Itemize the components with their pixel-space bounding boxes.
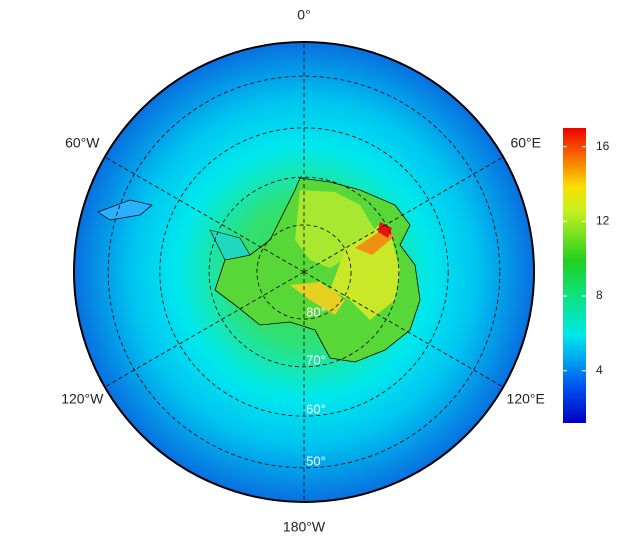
colorbar-tick-label: 16	[596, 139, 610, 153]
meridian	[104, 156, 305, 273]
meridian-label: 120°E	[507, 391, 545, 407]
meridian-label: 120°W	[61, 391, 104, 407]
map-border	[73, 41, 535, 503]
meridian-label: 60°E	[510, 135, 541, 151]
colorbar-tick-label: 8	[596, 288, 603, 302]
parallel-label: 60°	[306, 402, 326, 417]
parallel-label: 80°	[306, 305, 326, 320]
parallel	[256, 224, 352, 320]
meridian-label: 180°W	[283, 519, 326, 535]
meridian-label: 60°W	[65, 135, 100, 151]
parallel-label: 70°	[306, 352, 326, 367]
parallel	[159, 127, 449, 417]
parallel-label: 50°	[306, 453, 326, 468]
meridian	[303, 271, 504, 388]
colorbar	[563, 128, 586, 423]
parallel	[107, 75, 501, 469]
meridian	[104, 271, 305, 388]
meridian	[303, 156, 504, 273]
colorbar-tick-label: 4	[596, 363, 603, 377]
meridian-label: 0°	[297, 7, 310, 23]
colorbar-tick-label: 12	[596, 214, 610, 228]
